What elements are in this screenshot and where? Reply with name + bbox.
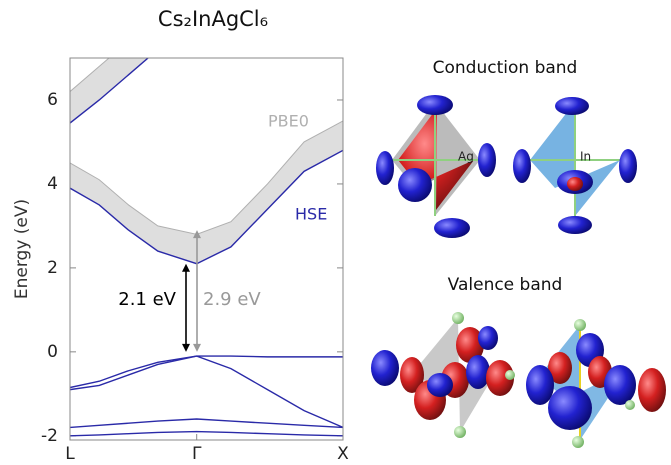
figure: Cs₂InAgCl₆ Energy (eV) -2 0 2 4 6 L Γ X PBE0 HSE 2… [0,0,671,465]
x-tick-label: L [65,444,75,464]
conduction-illustration: Ag In [376,95,637,238]
atom-label: In [580,150,591,164]
arrow-head [193,344,201,352]
y-tick-label: 0 [47,342,58,362]
y-tick-label: -2 [41,426,58,446]
band-line [70,432,343,436]
chart-title: Cs₂InAgCl₆ [158,7,268,31]
panel-title: Valence band [448,275,563,295]
y-tick-label: 4 [47,174,58,194]
panel-title: Conduction band [433,58,578,78]
gap-label: 2.1 eV [118,289,176,310]
shaded-band [70,121,343,264]
series-label: HSE [295,205,327,224]
band-line [70,356,343,427]
series-label: PBE0 [268,112,309,131]
x-tick-label: Γ [192,444,202,464]
band-line [70,419,343,427]
plot-area: -2 0 2 4 6 L Γ X PBE0 HSE 2.1 eV 2.9 eV [41,16,349,464]
y-tick-label: 2 [47,258,58,278]
shaded-band [70,16,343,123]
arrow-head [182,264,190,272]
y-tick-label: 6 [47,90,58,110]
x-tick-label: X [337,444,349,464]
atom-label: Ag [458,150,474,164]
series-group [70,16,343,436]
gap-label: 2.9 eV [203,289,261,310]
valence-illustration [371,312,666,448]
y-axis-label: Energy (eV) [12,199,32,299]
band-line [70,356,343,387]
arrow-head [182,344,190,352]
